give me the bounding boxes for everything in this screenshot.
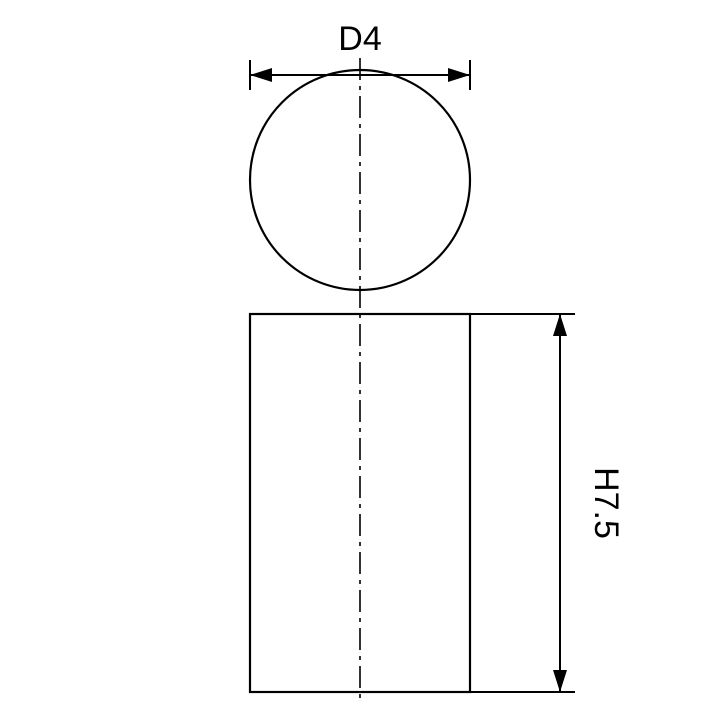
dimension-height-label: H7.5 xyxy=(587,467,625,539)
dimension-diameter-label: D4 xyxy=(338,20,381,58)
